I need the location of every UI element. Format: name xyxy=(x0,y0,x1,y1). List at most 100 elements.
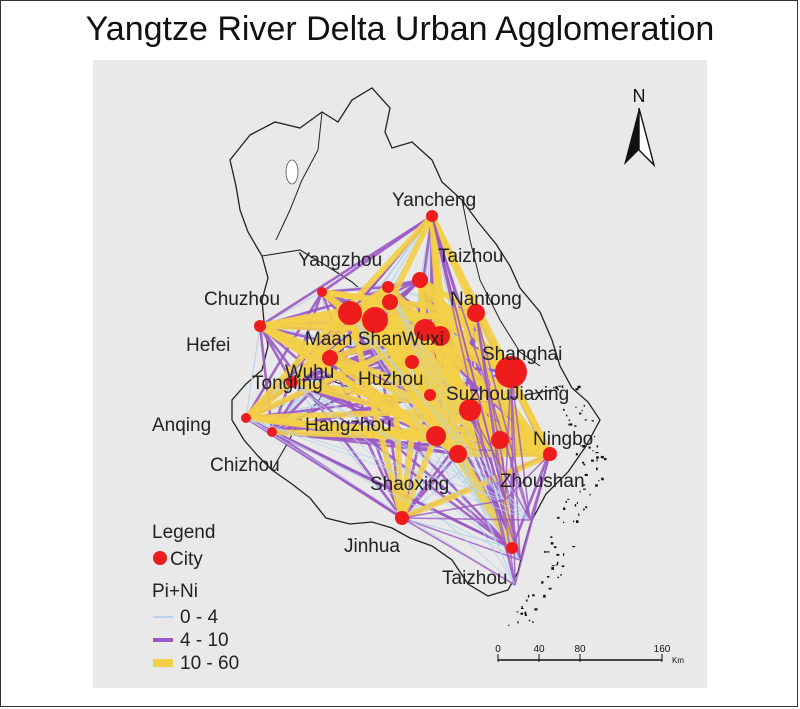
island-mark xyxy=(553,546,557,549)
island-mark xyxy=(574,425,577,427)
island-mark xyxy=(589,493,591,496)
flow-line xyxy=(245,417,516,586)
city-point-nanjing xyxy=(362,307,388,333)
city-point-zhoushan xyxy=(543,451,553,461)
flow-line xyxy=(399,327,428,521)
island-mark xyxy=(528,619,531,622)
island-mark xyxy=(543,551,547,553)
flow-line xyxy=(401,517,513,549)
city-point-anqing xyxy=(241,413,251,423)
legend: Legend City Pi+Ni 0 - 4 4 - 10 10 - 60 xyxy=(152,522,239,674)
island-mark xyxy=(569,423,573,426)
legend-title: Legend xyxy=(152,522,215,543)
island-mark xyxy=(596,459,598,462)
flow-line xyxy=(245,325,261,419)
legend-class-1-label: 0 - 4 xyxy=(180,607,218,628)
island-mark xyxy=(557,561,559,565)
legend-class-3-label: 10 - 60 xyxy=(180,653,239,674)
flow-line xyxy=(245,417,506,501)
flow-line xyxy=(475,312,506,501)
city-label-huzhou: Huzhou xyxy=(358,369,424,390)
island-mark xyxy=(575,453,578,456)
legend-class-2-label: 4 - 10 xyxy=(180,630,229,651)
city-label-suzhou: Suzhou xyxy=(446,384,510,405)
flow-line xyxy=(400,452,460,520)
island-mark xyxy=(576,443,578,445)
island-mark xyxy=(563,553,565,556)
island-mark xyxy=(583,463,586,466)
flow-line xyxy=(349,312,506,501)
island-mark xyxy=(580,445,582,447)
map-title: Yangtze River Delta Urban Agglomeration xyxy=(85,10,715,48)
island-mark xyxy=(568,419,571,421)
island-mark xyxy=(563,408,565,411)
island-mark xyxy=(593,436,596,438)
boundary-jiangsu-shanghai xyxy=(461,199,541,367)
city-label-jinhua: Jinhua xyxy=(344,536,400,557)
island-mark xyxy=(598,480,600,482)
flow-line xyxy=(457,453,506,501)
city-label-yancheng: Yancheng xyxy=(392,190,476,211)
island-mark xyxy=(592,450,594,452)
flow-line xyxy=(289,310,353,385)
island-mark xyxy=(560,574,562,576)
city-labels-layer: Yancheng Taizhou Yangzhou Chuzhou Nantong Hef… xyxy=(152,190,593,589)
island-mark xyxy=(591,420,594,422)
island-mark xyxy=(583,488,586,490)
flow-line xyxy=(504,453,551,501)
flow-line xyxy=(401,517,516,586)
city-point-chizhou xyxy=(267,427,277,437)
island-mark xyxy=(565,500,567,503)
island-mark xyxy=(581,410,583,412)
island-mark xyxy=(521,606,523,608)
flow-line xyxy=(243,317,378,421)
island-mark xyxy=(551,565,555,567)
city-label-wuhu: Wuhu xyxy=(285,362,334,383)
city-point-hefei xyxy=(254,320,266,332)
island-mark xyxy=(561,565,565,568)
city-point-zhenjiang xyxy=(382,294,398,310)
flow-line xyxy=(372,317,553,457)
city-point-changzhou xyxy=(414,319,436,341)
island-mark xyxy=(584,473,588,476)
city-label-jiaxing: Jiaxing xyxy=(510,384,569,405)
coastal-islands-layer xyxy=(508,385,607,627)
flow-line xyxy=(469,409,506,501)
city-label-hefei: Hefei xyxy=(186,335,230,356)
flow-line xyxy=(258,324,404,520)
island-mark xyxy=(516,611,519,613)
city-point-yancheng xyxy=(426,210,438,222)
flow-line xyxy=(431,215,506,501)
city-point-hangzhou xyxy=(426,426,446,446)
island-mark xyxy=(583,404,585,407)
island-mark xyxy=(572,545,576,548)
island-mark xyxy=(548,587,552,590)
island-mark xyxy=(585,506,588,509)
island-mark xyxy=(601,477,604,481)
island-mark xyxy=(576,501,578,504)
city-point-huzhou xyxy=(424,389,436,401)
island-mark xyxy=(556,553,560,556)
city-point-tongling xyxy=(286,376,298,388)
island-mark xyxy=(567,498,570,500)
island-mark xyxy=(553,386,555,389)
island-mark xyxy=(517,621,519,624)
scale-label-80: 80 xyxy=(574,644,586,655)
island-mark xyxy=(561,385,564,388)
scale-label-40: 40 xyxy=(533,644,545,655)
island-mark xyxy=(601,455,604,459)
island-mark xyxy=(532,621,534,623)
north-arrow-right xyxy=(638,107,656,168)
island-mark xyxy=(555,564,558,566)
island-mark xyxy=(550,536,553,538)
flow-line xyxy=(401,499,506,519)
city-label-ningbo: Ningbo xyxy=(533,429,593,450)
island-mark xyxy=(575,406,577,408)
city-label-tongling: Tongling xyxy=(252,373,323,394)
city-point-wuhu xyxy=(322,350,338,366)
island-mark xyxy=(520,612,524,615)
flow-line xyxy=(401,517,521,561)
city-point-maan-shan xyxy=(338,301,362,325)
island-mark xyxy=(546,551,550,553)
island-mark xyxy=(508,624,510,627)
